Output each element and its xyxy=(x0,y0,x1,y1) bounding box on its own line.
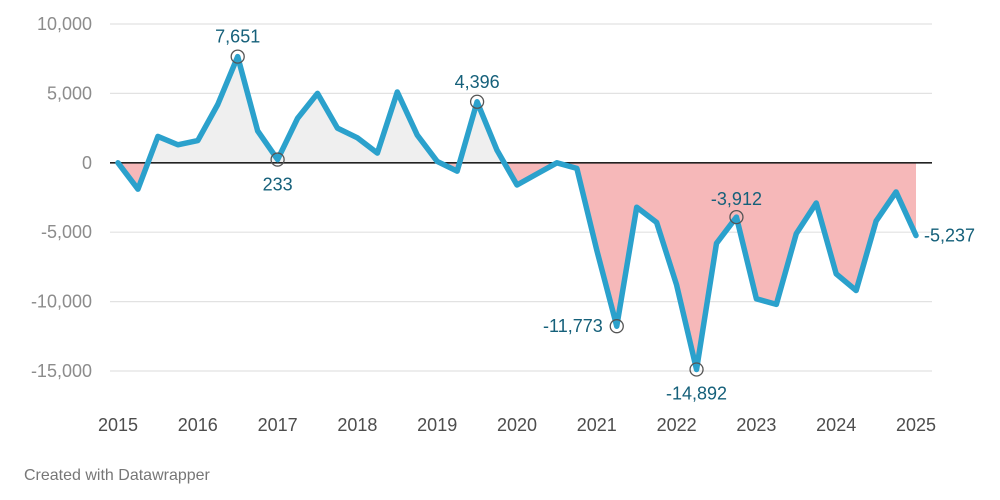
annotation-label: -5,237 xyxy=(924,225,975,245)
annotation-marker xyxy=(609,319,624,334)
x-tick-label: 2016 xyxy=(178,415,218,435)
annotation-label: 4,396 xyxy=(455,72,500,92)
annotation-marker xyxy=(270,152,285,167)
x-tick-label: 2020 xyxy=(497,415,537,435)
annotation-marker xyxy=(469,94,485,109)
x-tick-label: 2024 xyxy=(816,415,856,435)
annotation-marker xyxy=(729,209,744,225)
x-tick-label: 2017 xyxy=(258,415,298,435)
y-tick-label: -15,000 xyxy=(31,361,92,381)
annotation-marker xyxy=(689,362,704,377)
y-tick-label: -10,000 xyxy=(31,292,92,312)
series-line xyxy=(115,53,919,373)
x-tick-label: 2025 xyxy=(896,415,936,435)
annotation-marker xyxy=(230,49,245,64)
annotation-label: 7,651 xyxy=(215,27,260,47)
y-tick-label: 5,000 xyxy=(47,83,92,103)
annotation-label: -14,892 xyxy=(666,384,727,404)
annotation-label: 233 xyxy=(263,175,293,195)
y-tick-label: 10,000 xyxy=(37,14,92,34)
x-tick-label: 2022 xyxy=(657,415,697,435)
x-tick-label: 2018 xyxy=(337,415,377,435)
x-tick-label: 2015 xyxy=(98,415,138,435)
line-chart: 10,000 5,000 0 -5,000 -10,000 -15,000 2015 2016… xyxy=(31,14,975,435)
y-tick-label: 0 xyxy=(82,153,92,173)
chart-credit: Created with Datawrapper xyxy=(24,467,210,484)
x-tick-label: 2023 xyxy=(736,415,776,435)
x-tick-label: 2019 xyxy=(417,415,457,435)
negative-area-fill xyxy=(118,162,916,370)
x-tick-label: 2021 xyxy=(577,415,617,435)
annotation-label: -3,912 xyxy=(711,189,762,209)
positive-area-fill xyxy=(118,56,916,163)
y-tick-label: -5,000 xyxy=(41,222,92,242)
annotation-label: -11,773 xyxy=(543,316,603,336)
